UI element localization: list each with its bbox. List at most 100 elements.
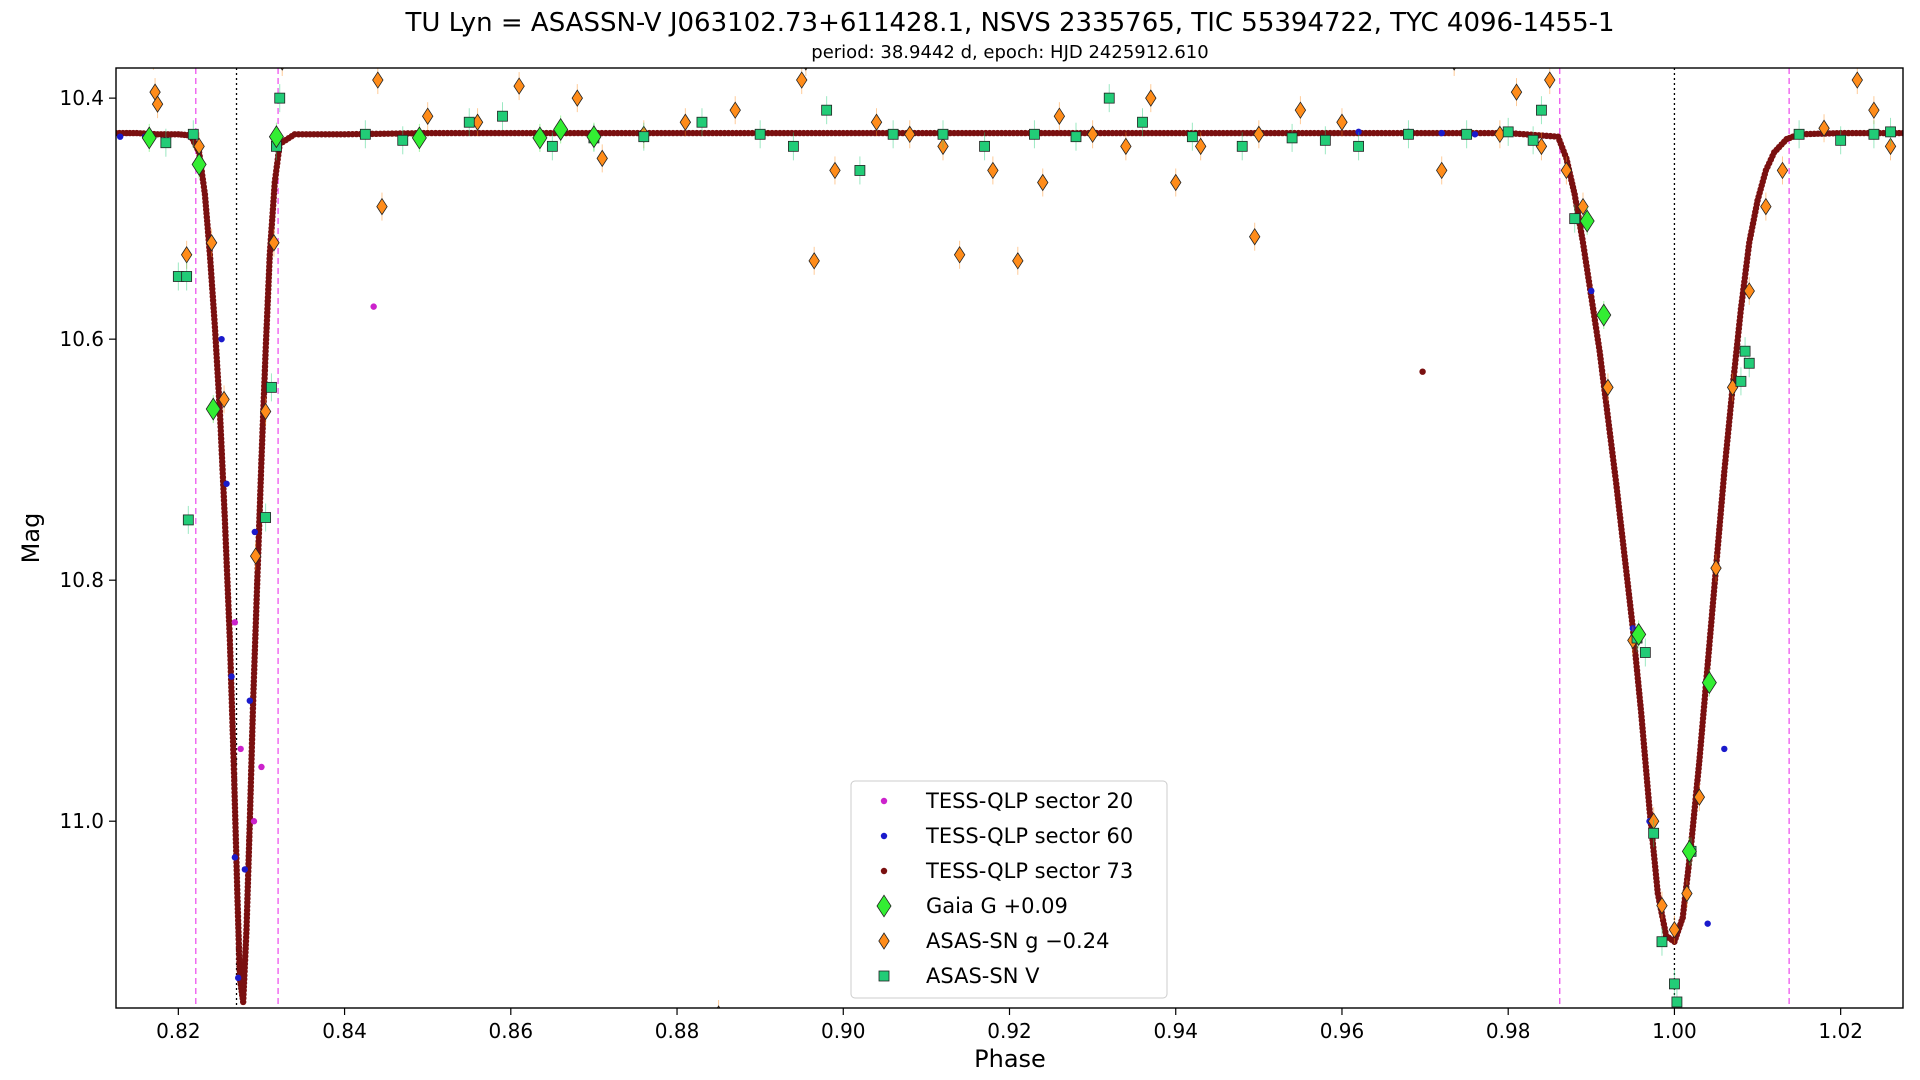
data-point [1721,745,1728,753]
data-point [953,246,966,264]
data-point [241,866,249,873]
data-point [148,48,158,64]
data-point [1053,107,1066,125]
data-point [829,161,841,180]
x-axis-label: Phase [974,1045,1046,1073]
legend-item: ASAS-SN V [878,964,1040,988]
y-tick-label: 11.0 [59,809,104,833]
data-point [808,252,820,270]
y-tick-label: 10.4 [59,86,104,110]
data-point [1743,357,1755,369]
data-point [1336,113,1348,131]
data-point [1319,134,1331,146]
chart-subtitle: period: 38.9442 d, epoch: HJD 2425912.61… [811,42,1208,63]
data-point [1835,134,1847,146]
data-point [546,140,558,152]
data-point [191,152,207,176]
data-point [1103,92,1115,104]
data-point [1656,936,1668,948]
data-point [1681,839,1697,863]
data-point [1137,116,1148,128]
data-point [821,104,833,116]
y-axis-label: Mag [17,513,45,564]
data-point [870,113,883,131]
data-point [1236,140,1248,152]
data-point [1739,345,1751,357]
data-point [1294,101,1307,119]
data-point [679,113,692,131]
data-point [411,126,427,150]
data-point [1868,101,1880,119]
x-axis-ticks: 0.82 0.84 0.86 0.88 0.90 0.92 0.94 0.96 0.98 1.00… [156,1008,1863,1043]
data-point [376,197,388,216]
data-point [1170,173,1182,192]
data-point [1461,128,1473,140]
legend-item: TESS-QLP sector 60 [880,824,1133,848]
legend-label: ASAS-SN g −0.24 [926,929,1109,953]
x-tick-label: 0.82 [156,1019,201,1043]
data-point [1577,197,1589,216]
data-point [249,547,262,565]
data-point [1631,622,1647,646]
data-point [234,974,242,982]
x-tick-label: 0.86 [489,1019,534,1043]
data-point [1186,131,1198,143]
data-point [205,234,218,252]
data-point [1639,647,1651,658]
data-point [1588,287,1595,295]
data-point [979,140,990,152]
data-point [397,134,409,146]
data-point [228,673,235,680]
legend-item: TESS-QLP sector 73 [880,859,1133,883]
chart-title: TU Lyn = ASASSN-V J063102.73+611428.1, N… [404,8,1614,38]
data-point [1029,128,1040,140]
data-point [1536,104,1547,116]
data-point [231,854,239,861]
data-point [987,161,999,180]
data-point [796,71,808,89]
legend-marker [880,867,888,875]
data-point [1596,303,1612,327]
data-point [1249,227,1261,246]
legend-marker [880,832,888,840]
data-point [260,512,272,523]
data-point [1885,126,1896,138]
data-point [1438,129,1445,137]
data-point [251,528,259,536]
series-0 [231,303,377,825]
data-point [1436,161,1448,180]
data-point [1701,671,1717,695]
data-point [1602,378,1614,397]
legend-item: TESS-QLP sector 20 [880,789,1133,813]
legend-marker [878,970,890,982]
data-point [1569,213,1581,225]
data-point [1851,71,1863,89]
data-point [887,128,899,140]
data-point [1403,128,1414,140]
data-point [1560,161,1573,180]
data-point [497,110,508,122]
legend-marker [876,894,892,918]
data-point [274,92,286,104]
data-point [370,303,377,310]
data-point [151,95,164,113]
legend-label: Gaia G +0.09 [926,894,1068,918]
x-tick-label: 0.98 [1486,1019,1531,1043]
x-tick-label: 0.94 [1153,1019,1198,1043]
data-point [937,137,949,156]
data-point [182,514,194,526]
data-point [553,117,569,141]
data-point [1868,128,1880,140]
data-point [1671,996,1683,1008]
data-point [1070,131,1082,143]
data-point [904,125,916,144]
data-point [1355,128,1362,136]
data-point [160,137,172,149]
legend-item: Gaia G +0.09 [876,894,1068,918]
y-axis-ticks: 10.4 10.6 10.8 11.0 [59,86,116,833]
data-point [181,271,193,282]
data-point [1668,920,1681,939]
legend-label: TESS-QLP sector 20 [925,789,1133,813]
data-point [1648,827,1660,839]
